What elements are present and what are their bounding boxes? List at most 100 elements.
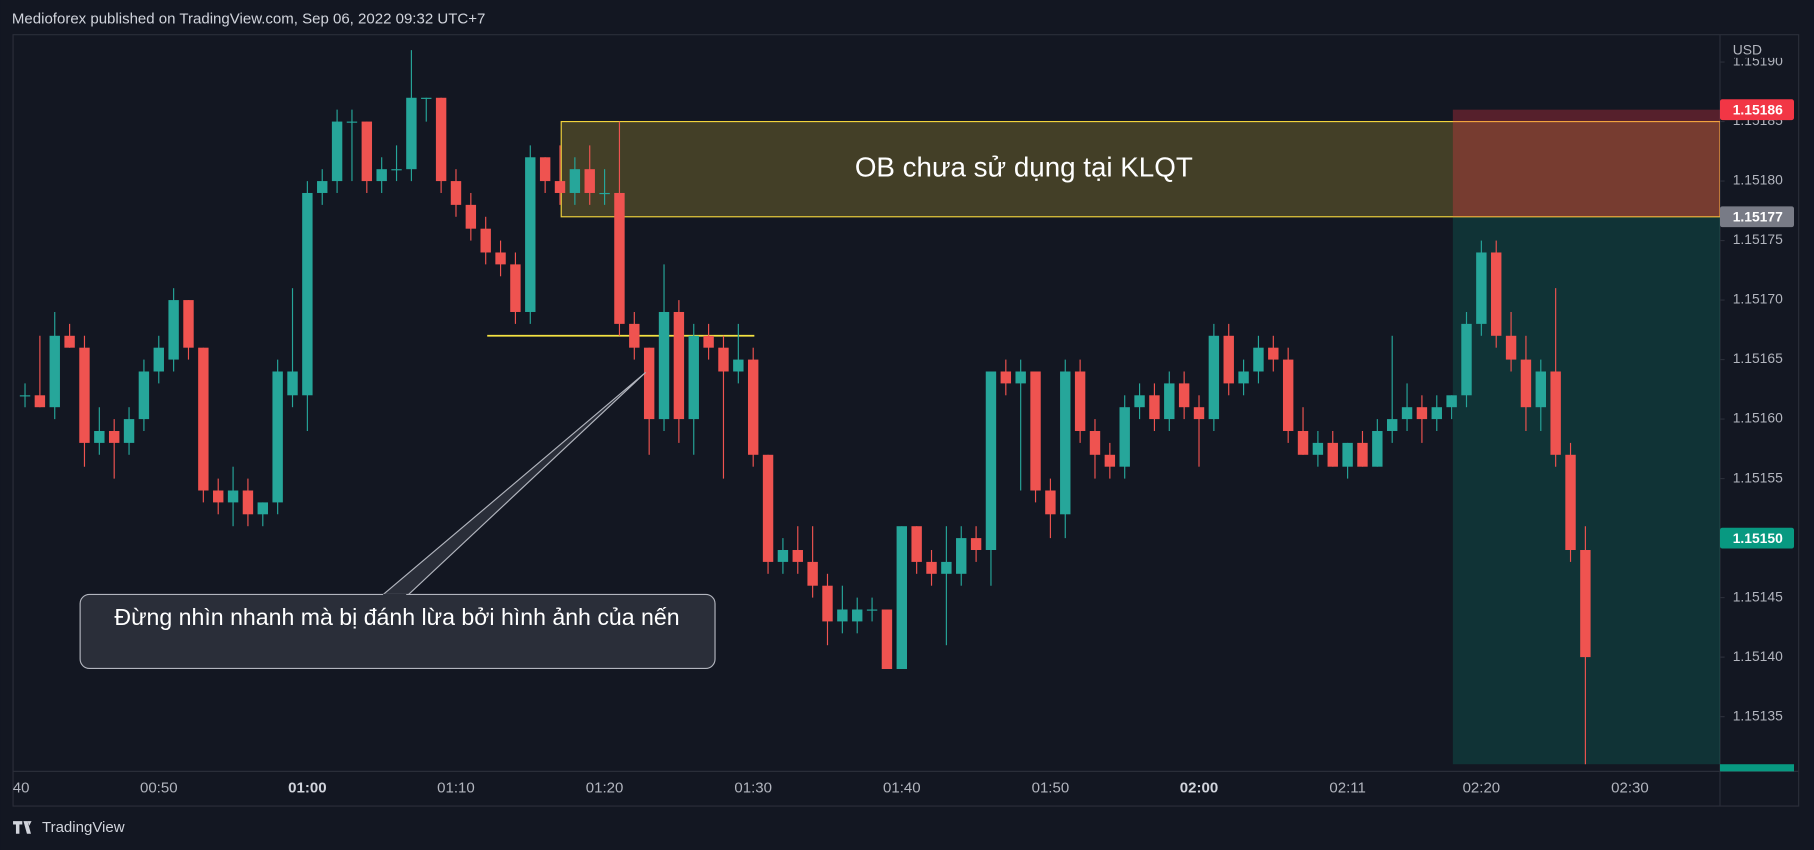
x-tick-label: 02:11 (1329, 780, 1365, 797)
candle-body (747, 359, 759, 455)
candle-body (1268, 347, 1279, 360)
candle-body (376, 169, 387, 182)
candle-body (64, 335, 75, 348)
candle-body (465, 204, 477, 229)
candle-body (450, 181, 462, 205)
candle-body (985, 371, 997, 551)
candle-body (1030, 371, 1041, 491)
candle-body (822, 585, 833, 622)
candle-body (331, 121, 343, 182)
candle-body (213, 490, 224, 503)
price-tag (1719, 527, 1795, 549)
candle-body (1149, 395, 1160, 420)
y-tick-label: 1.15155 (1733, 469, 1783, 485)
candle-body (1401, 407, 1413, 420)
candle-body (1178, 383, 1190, 408)
candle-body (1223, 335, 1234, 384)
candle-body (1208, 335, 1220, 420)
candle-body (1282, 359, 1294, 431)
candle-body (1297, 430, 1309, 455)
x-tick-label: 01:30 (734, 780, 772, 797)
price-tag-label: 1.15177 (1733, 209, 1783, 225)
candle-body (1253, 347, 1264, 372)
candle-body (539, 157, 551, 182)
x-tick-label: 01:40 (883, 780, 921, 797)
candle-body (1535, 371, 1547, 408)
candle-body (926, 561, 937, 574)
candle-body (1164, 383, 1175, 420)
price-axis: 1.15135 1.15140 1.15145 1.15150 1.15155 1.151… (1719, 53, 1783, 723)
price-tag (1719, 206, 1795, 228)
candle-body (569, 169, 581, 193)
candle-body (614, 192, 625, 324)
candle-body (881, 609, 893, 670)
y-tick-label: 1.15160 (1733, 410, 1783, 426)
y-tick-label: 1.15170 (1733, 291, 1783, 307)
header: Medioforex published on TradingView.com,… (12, 11, 485, 28)
candle-body (1119, 407, 1130, 467)
y-tick-label: 1.15190 (1733, 53, 1783, 69)
candle-body (1476, 252, 1487, 324)
candle-body (198, 347, 209, 491)
candle-body (435, 97, 447, 182)
footer: TradingView (42, 819, 125, 836)
candle-body (1015, 371, 1026, 384)
candle-body (1342, 442, 1353, 467)
candle-body (554, 181, 566, 193)
x-tick-label: 40 (13, 780, 30, 797)
x-tick-label: 01:00 (288, 780, 326, 797)
candle-body (837, 609, 848, 622)
candle-body (688, 335, 699, 420)
candle-body (584, 169, 595, 193)
candle-body (183, 300, 194, 348)
candle-body (346, 121, 358, 123)
y-tick-label: 1.15145 (1733, 588, 1783, 604)
candle-body (673, 311, 685, 420)
candle-body (510, 264, 521, 312)
candle-body (242, 490, 254, 515)
candle-body (406, 97, 417, 170)
candle-body (94, 430, 105, 443)
x-tick-label: 01:10 (437, 780, 475, 797)
candle-body (1045, 490, 1056, 515)
candle-body (272, 371, 283, 503)
candle-body (168, 300, 179, 360)
candle-body (1550, 371, 1561, 455)
candle-body (421, 97, 432, 99)
candle-body (1134, 395, 1145, 408)
plot-area: OB chưa sử dụng tại KLQT (19, 50, 1720, 765)
candle-body (911, 526, 922, 562)
x-tick-label: 01:50 (1032, 780, 1070, 797)
candle-body (1580, 550, 1591, 658)
price-tag (1719, 99, 1795, 121)
candle-body (852, 609, 863, 622)
candle-body (153, 347, 164, 372)
ob-zone-label: OB chưa sử dụng tại KLQT (855, 152, 1193, 183)
candle-body (866, 609, 878, 611)
candle-body (302, 192, 313, 396)
currency: USD (1733, 42, 1762, 58)
candle-body (123, 419, 135, 443)
candle-body (762, 454, 774, 562)
candle-body (1357, 442, 1368, 467)
position-stop-zone (1452, 109, 1720, 217)
price-tag-label: 1.15186 (1733, 101, 1783, 117)
candle-body (807, 561, 818, 586)
candle-body (629, 323, 640, 348)
candle-body (480, 228, 491, 253)
candle-body (1089, 430, 1101, 455)
candle-body (79, 347, 90, 443)
candle-body (1520, 359, 1532, 408)
candle-body (1327, 442, 1338, 467)
candle-body (391, 169, 402, 171)
candle-body (1461, 323, 1472, 396)
candle-body (1446, 395, 1457, 408)
y-tick-label: 1.15180 (1733, 172, 1783, 188)
x-tick-label: 02:00 (1180, 780, 1218, 797)
x-tick-label: 02:20 (1463, 780, 1501, 797)
candle-body (317, 181, 328, 193)
x-tick-label: 02:30 (1611, 780, 1649, 797)
candle-body (49, 335, 60, 408)
